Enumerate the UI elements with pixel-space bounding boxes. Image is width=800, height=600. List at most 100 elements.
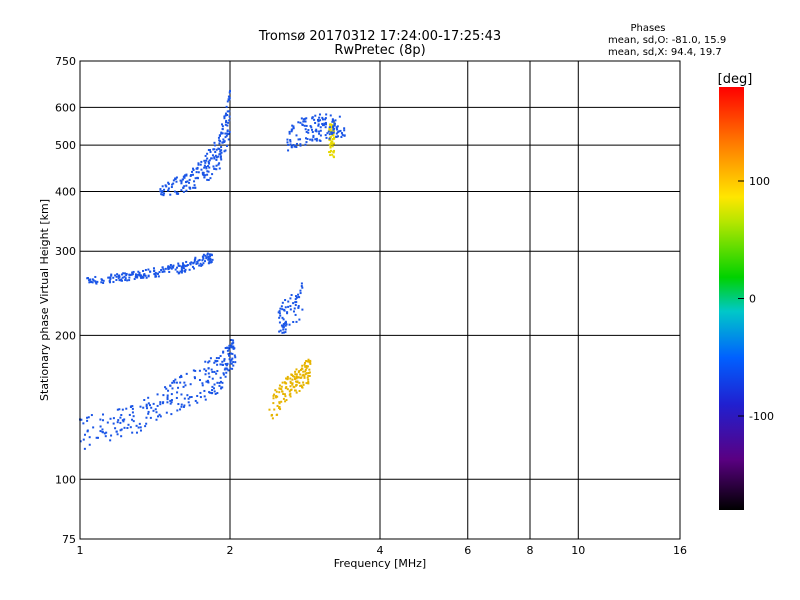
data-point xyxy=(297,138,300,141)
data-point xyxy=(146,407,149,410)
data-point xyxy=(284,331,287,334)
data-point xyxy=(203,368,206,371)
data-point xyxy=(131,271,134,274)
data-point xyxy=(272,394,275,397)
data-point xyxy=(331,142,334,145)
data-point xyxy=(224,149,227,152)
data-point xyxy=(299,138,302,141)
data-point xyxy=(280,400,283,403)
data-point xyxy=(207,372,210,375)
data-point xyxy=(294,295,297,298)
data-point xyxy=(227,95,230,98)
data-point xyxy=(161,190,164,193)
data-point xyxy=(228,348,231,351)
data-point xyxy=(331,118,334,121)
data-point xyxy=(190,174,193,177)
data-point xyxy=(131,405,134,408)
data-point xyxy=(109,417,112,420)
data-point xyxy=(195,171,198,174)
data-point xyxy=(209,255,212,258)
data-point xyxy=(282,392,285,395)
data-point xyxy=(278,312,281,315)
data-point xyxy=(222,350,225,353)
data-point xyxy=(143,399,146,402)
data-point xyxy=(283,308,286,311)
data-point xyxy=(226,110,229,113)
data-point xyxy=(296,380,299,383)
data-point xyxy=(169,193,172,196)
data-point xyxy=(343,129,346,132)
data-point xyxy=(115,279,118,282)
data-point xyxy=(104,435,107,438)
data-point xyxy=(131,273,134,276)
data-point xyxy=(205,257,208,260)
data-point xyxy=(304,361,307,364)
data-point xyxy=(284,299,287,302)
data-point xyxy=(318,130,321,133)
data-point xyxy=(222,372,225,375)
data-point xyxy=(297,376,300,379)
data-point xyxy=(132,420,135,423)
data-point xyxy=(332,131,335,134)
data-point xyxy=(201,263,204,266)
data-point xyxy=(234,361,237,364)
data-point xyxy=(308,368,311,371)
data-point xyxy=(211,173,214,176)
data-point xyxy=(206,152,209,155)
data-point xyxy=(172,264,175,267)
data-point xyxy=(204,254,207,257)
data-point xyxy=(292,143,295,146)
data-point xyxy=(328,126,331,129)
data-point xyxy=(213,156,216,159)
data-point xyxy=(204,373,207,376)
data-point xyxy=(332,134,335,137)
data-point xyxy=(194,399,197,402)
x-tick-label: 4 xyxy=(377,544,384,557)
data-point xyxy=(125,407,128,410)
data-point xyxy=(179,408,182,411)
data-point xyxy=(329,139,332,142)
data-point xyxy=(171,183,174,186)
data-point xyxy=(321,116,324,119)
data-point xyxy=(92,426,95,429)
data-point xyxy=(309,359,312,362)
data-point xyxy=(196,260,199,263)
data-point xyxy=(340,136,343,139)
data-point xyxy=(214,359,217,362)
data-point xyxy=(223,117,226,120)
data-point xyxy=(119,279,122,282)
data-point xyxy=(301,124,304,127)
data-point xyxy=(137,426,140,429)
data-point xyxy=(136,276,139,279)
data-point xyxy=(226,100,229,103)
data-point xyxy=(183,264,186,267)
data-point xyxy=(157,415,160,418)
data-point xyxy=(332,151,335,154)
data-point xyxy=(206,178,209,181)
data-point xyxy=(175,396,178,399)
data-point xyxy=(288,390,291,393)
data-point xyxy=(198,379,201,382)
data-point xyxy=(114,427,117,430)
data-point xyxy=(180,180,183,183)
data-point xyxy=(189,263,192,266)
data-point xyxy=(217,163,220,166)
data-point xyxy=(175,381,178,384)
data-point xyxy=(189,187,192,190)
data-point xyxy=(182,186,185,189)
data-point xyxy=(225,134,228,137)
data-point xyxy=(292,127,295,130)
data-point xyxy=(292,125,295,128)
data-point xyxy=(227,352,230,355)
data-point xyxy=(94,281,97,284)
data-point xyxy=(170,401,173,404)
data-point xyxy=(300,117,303,120)
data-point xyxy=(202,262,205,265)
data-point xyxy=(180,271,183,274)
data-point xyxy=(200,264,203,267)
data-point xyxy=(289,392,292,395)
data-point xyxy=(139,405,142,408)
data-point xyxy=(153,269,156,272)
data-point xyxy=(292,302,295,305)
data-point xyxy=(144,268,147,271)
